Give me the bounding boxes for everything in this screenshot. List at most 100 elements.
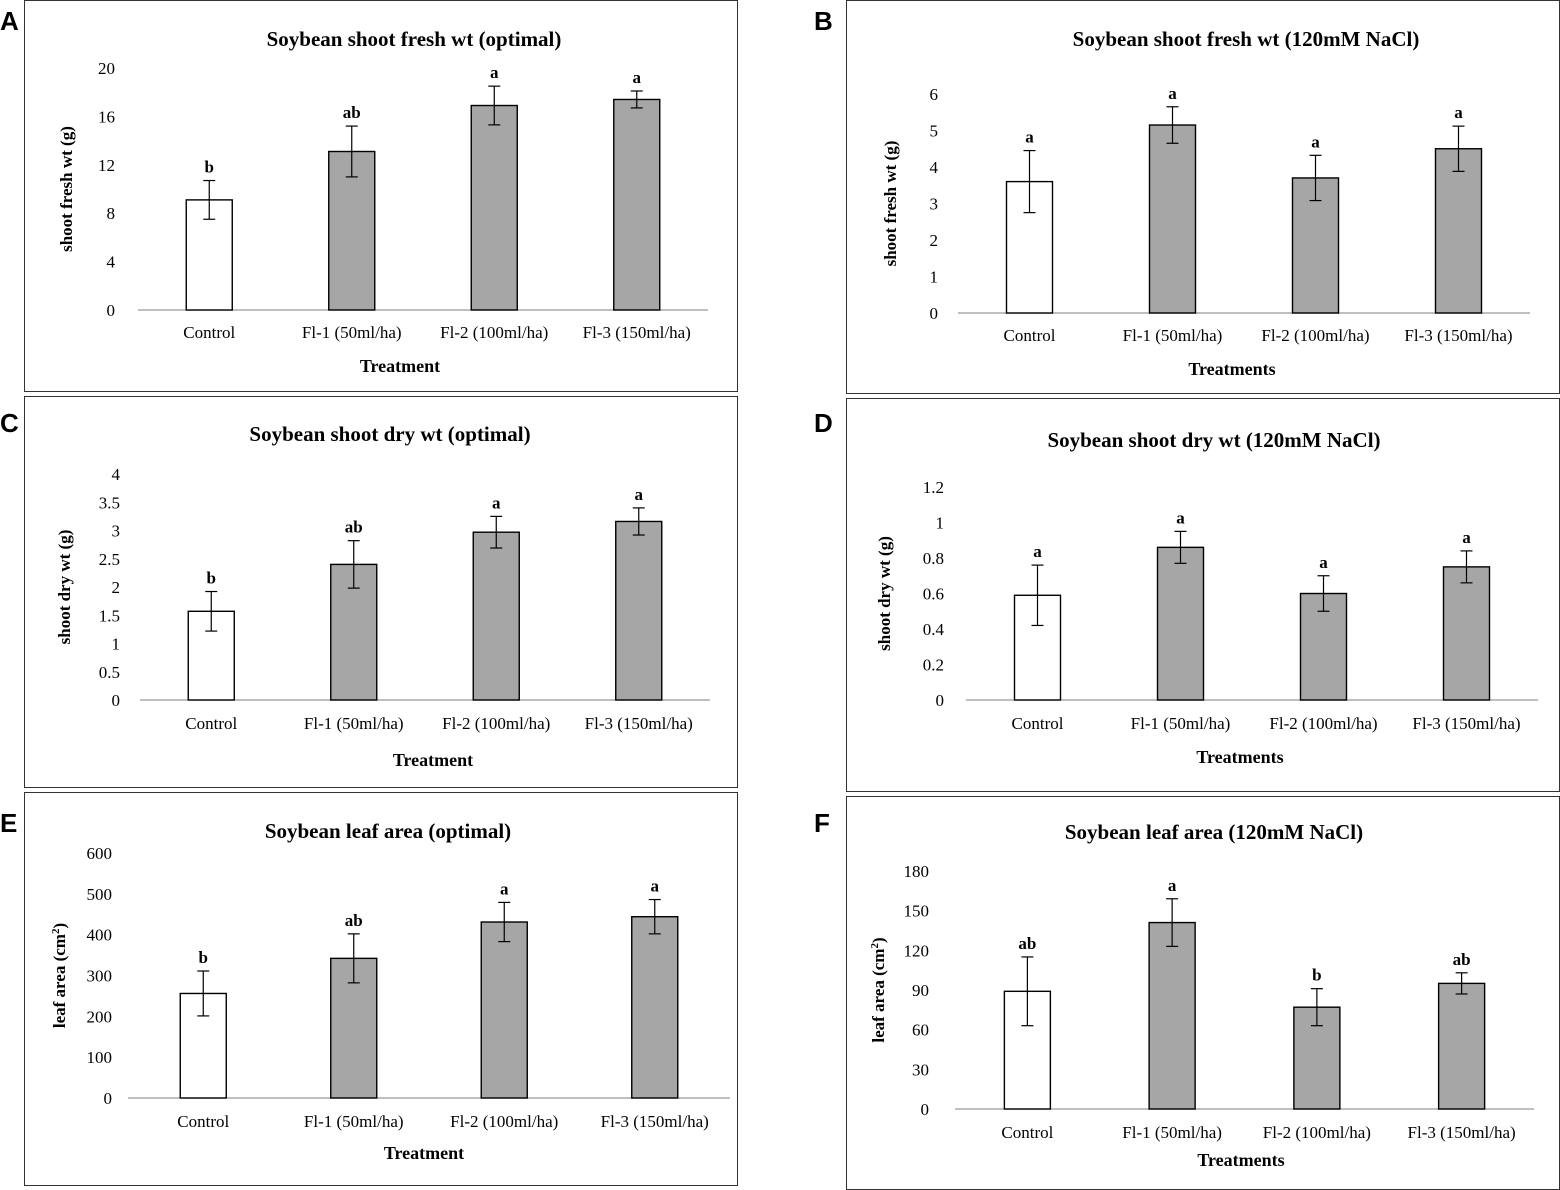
panel-d-ytick-label: 1.2: [923, 478, 944, 497]
panel-e-ylabel: leaf area (cm2): [50, 923, 69, 1028]
panel-f-sig-letter: ab: [1453, 950, 1471, 969]
panel-d-category-label: Control: [1012, 714, 1064, 733]
panel-b-sig-letter: a: [1311, 132, 1320, 151]
panel-c-category-label: Fl-2 (100ml/ha): [442, 714, 550, 733]
panel-e-ytick-label: 100: [87, 1048, 113, 1067]
panel-d-ytick-label: 0.4: [923, 620, 945, 639]
panel-b-letter: B: [814, 6, 833, 36]
panel-b-ytick-label: 0: [930, 304, 939, 323]
panel-b-ytick-label: 4: [930, 158, 939, 177]
panel-f-bar: [1148, 921, 1196, 1110]
panel-a-category-label: Fl-1 (50ml/ha): [302, 323, 402, 342]
panel-c-sig-letter: a: [635, 485, 644, 504]
panel-f-ytick-label: 60: [912, 1021, 929, 1040]
panel-c-letter: C: [0, 408, 19, 438]
panel-c-category-label: Fl-1 (50ml/ha): [304, 714, 404, 733]
panel-d-sig-letter: a: [1033, 542, 1042, 561]
panel-a-category-label: Control: [183, 323, 235, 342]
panel-e-ylabel-sup: 2: [50, 928, 62, 934]
panel-a-sig-letter: b: [205, 158, 214, 177]
panel-a-bar: [613, 98, 661, 311]
panel-a-ytick-label: 4: [107, 253, 116, 272]
panel-a-ylabel-text: shoot fresh wt (g): [57, 126, 76, 252]
panel-c-category-label: Fl-3 (150ml/ha): [585, 714, 693, 733]
panel-e-ytick-label: 600: [87, 844, 113, 863]
panel-b-sig-letter: a: [1025, 128, 1034, 147]
panel-f-ylabel: leaf area (cm2): [869, 937, 888, 1042]
panel-d-category-label: Fl-3 (150ml/ha): [1412, 714, 1520, 733]
panel-a-sig-letter: a: [490, 63, 499, 82]
panel-f-ytick-label: 120: [904, 941, 930, 960]
panel-e-xlabel: Treatment: [384, 1143, 464, 1163]
panel-f-category-label: Fl-2 (100ml/ha): [1263, 1123, 1371, 1142]
panel-e-ytick-label: 500: [87, 885, 113, 904]
panel-e-category-label: Fl-1 (50ml/ha): [304, 1112, 404, 1131]
panel-d-ytick-label: 0.2: [923, 656, 944, 675]
panel-b-ytick-label: 3: [930, 195, 939, 214]
panel-c-bar: [615, 520, 663, 701]
panel-a-ylabel: shoot fresh wt (g): [57, 126, 76, 252]
panel-a-bar: [470, 104, 518, 311]
panel-b-bar: [1434, 148, 1483, 314]
panel-e-sig-letter: b: [199, 948, 208, 967]
panel-f-xlabel: Treatments: [1197, 1150, 1284, 1170]
panel-c-xlabel: Treatment: [393, 750, 473, 770]
panel-d-ylabel-text: shoot dry wt (g): [875, 536, 894, 651]
panel-e-ylabel-end: ): [50, 923, 69, 929]
panel-a-bar: [328, 150, 376, 311]
panel-f-letter: F: [814, 808, 830, 838]
panel-c-ylabel-text: shoot dry wt (g): [55, 530, 74, 645]
panel-d-bar: [1442, 566, 1491, 701]
panel-d-letter: D: [814, 408, 833, 438]
panel-e-ylabel-text: leaf area (cm: [50, 934, 69, 1028]
panel-a-sig-letter: ab: [343, 103, 361, 122]
panel-d-title: Soybean shoot dry wt (120mM NaCl): [1047, 428, 1380, 452]
panel-f-category-label: Fl-3 (150ml/ha): [1408, 1123, 1516, 1142]
panel-f-category-label: Control: [1001, 1123, 1053, 1142]
panel-d-sig-letter: a: [1462, 528, 1471, 547]
panel-f-chart: Soybean leaf area (120mM NaCl) 0 30 60 90 120…: [869, 820, 1534, 1170]
panel-f-sig-letter: b: [1312, 966, 1321, 985]
panel-e-category-label: Control: [177, 1112, 229, 1131]
panel-c-sig-letter: a: [492, 493, 501, 512]
panel-d-chart: Soybean shoot dry wt (120mM NaCl) 0 0.2 0.4…: [875, 428, 1538, 767]
panel-a-chart: Soybean shoot fresh wt (optimal) 0 4 8 12 16 2…: [57, 27, 708, 376]
panel-b-xlabel: Treatments: [1188, 359, 1275, 379]
panel-b-ytick-label: 6: [930, 85, 939, 104]
panel-a-title: Soybean shoot fresh wt (optimal): [267, 27, 562, 51]
panel-b-chart: Soybean shoot fresh wt (120mM NaCl) 0 1 2 3 4…: [881, 27, 1530, 379]
panel-d-sig-letter: a: [1176, 508, 1185, 527]
panel-c-ytick-label: 3.5: [99, 493, 120, 512]
panel-f-sig-letter: ab: [1018, 934, 1036, 953]
panel-f-title: Soybean leaf area (120mM NaCl): [1065, 820, 1363, 844]
panel-b-category-label: Control: [1004, 326, 1056, 345]
panel-d-sig-letter: a: [1319, 553, 1328, 572]
panel-d-bar: [1156, 546, 1205, 701]
panel-b-title: Soybean shoot fresh wt (120mM NaCl): [1073, 27, 1420, 51]
panel-b-ytick-label: 5: [930, 122, 939, 141]
panel-d-ylabel: shoot dry wt (g): [875, 536, 894, 651]
panel-e-ytick-label: 400: [87, 926, 113, 945]
panel-b-ylabel-text: shoot fresh wt (g): [881, 141, 900, 267]
panel-e-sig-letter: a: [500, 879, 509, 898]
panel-f-ylabel-end: ): [869, 937, 888, 943]
panel-c-sig-letter: b: [207, 569, 216, 588]
panel-c-ytick-label: 0: [112, 691, 121, 710]
panel-d-category-label: Fl-2 (100ml/ha): [1269, 714, 1377, 733]
panel-c-ylabel: shoot dry wt (g): [55, 530, 74, 645]
panel-e-ytick-label: 300: [87, 967, 113, 986]
panel-f-ylabel-sup: 2: [869, 943, 881, 949]
panel-b-sig-letter: a: [1168, 84, 1177, 103]
panel-c-bar: [472, 531, 520, 701]
panel-a-category-label: Fl-3 (150ml/ha): [583, 323, 691, 342]
panel-f-ytick-label: 150: [904, 902, 930, 921]
panel-b-ylabel: shoot fresh wt (g): [881, 141, 900, 267]
panel-e-frame: [24, 792, 738, 1186]
panel-d-ytick-label: 0.8: [923, 549, 944, 568]
panel-e-letter: E: [0, 808, 18, 838]
panel-b-ytick-label: 1: [930, 268, 939, 287]
panel-a-xlabel: Treatment: [360, 356, 440, 376]
panel-e-sig-letter: a: [651, 877, 660, 896]
panel-b-category-label: Fl-3 (150ml/ha): [1404, 326, 1512, 345]
